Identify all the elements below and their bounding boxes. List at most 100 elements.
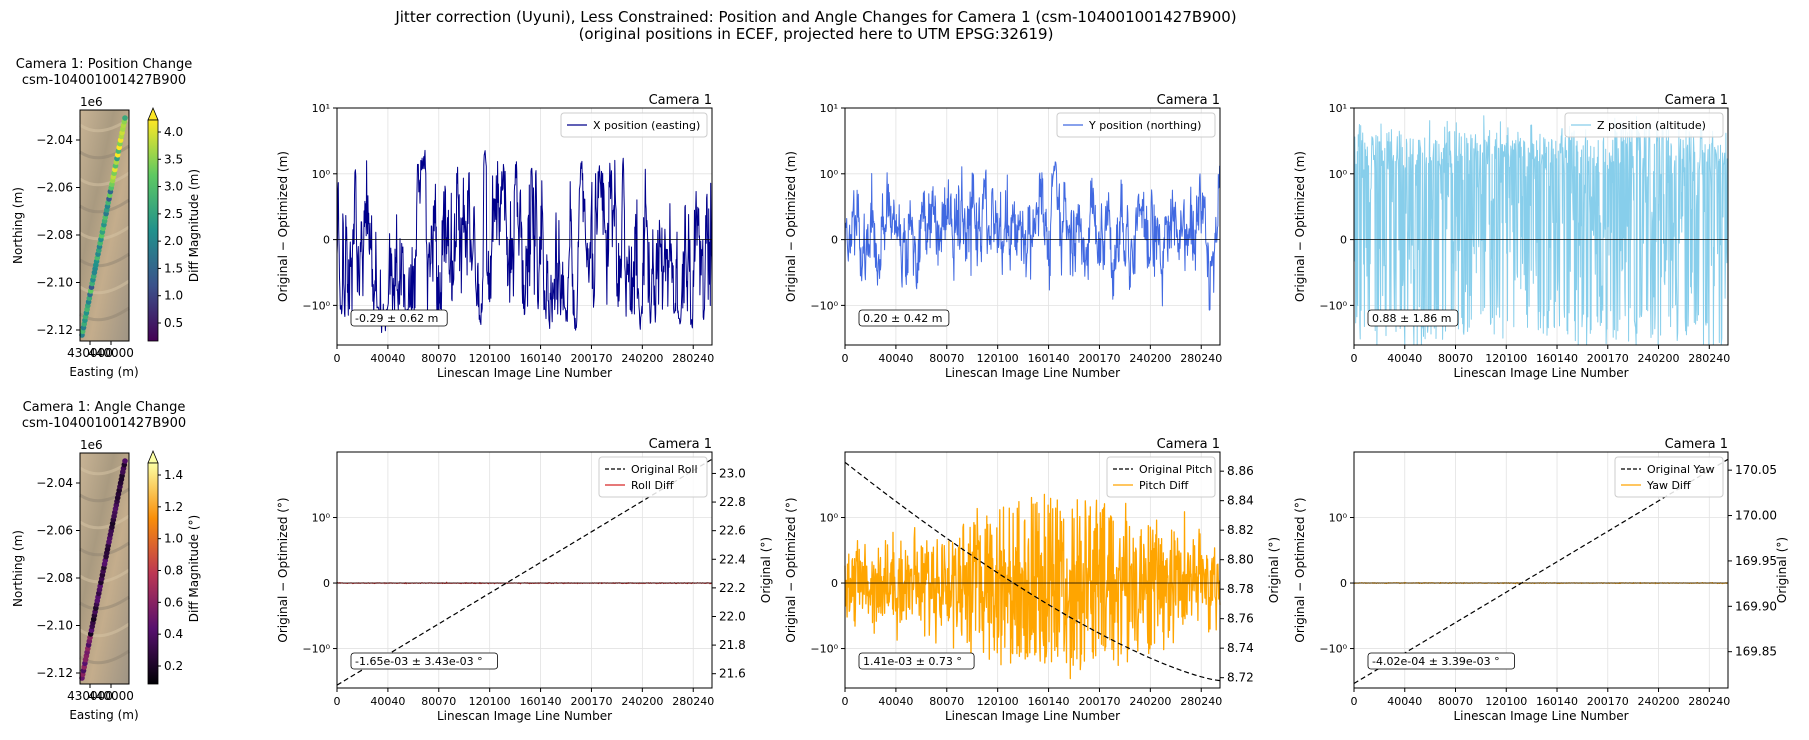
x-tick-label: 0 [1351, 352, 1358, 365]
colorbar-extend-arrow [147, 449, 159, 464]
y-tick-label: 10¹ [820, 102, 838, 115]
diff-series-line [844, 493, 1221, 680]
map-xlabel: Easting (m) [69, 365, 138, 379]
map-ytick-label: −2.12 [36, 323, 73, 337]
map-ylabel: Northing (m) [11, 530, 25, 607]
stat-box-text: 0.88 ± 1.86 m [1372, 312, 1451, 325]
map-ytick-label: −2.04 [36, 133, 73, 147]
chart-title: Camera 1 [1157, 93, 1220, 108]
x-axis-label: Linescan Image Line Number [945, 709, 1120, 723]
x-tick-label: 80070 [421, 352, 456, 365]
x-tick-label: 40040 [878, 695, 913, 708]
x-tick-label: 160140 [1028, 695, 1070, 708]
stat-box-frame [858, 652, 975, 670]
map-terrain-streak [79, 595, 130, 611]
diff-series-line [1353, 115, 1729, 346]
x-tick-label: 0 [334, 695, 341, 708]
legend-box [1106, 456, 1216, 498]
x-axis-label: Linescan Image Line Number [1453, 366, 1628, 380]
chart-panel: 0 40040 80070 120100 160140 200170 240200 28024… [1293, 437, 1789, 723]
x-tick-label: 40040 [370, 352, 405, 365]
legend: Original Pitch Pitch Diff [1106, 456, 1216, 498]
map-panels: Camera 1: Position Changecsm-10400100142… [11, 57, 201, 722]
map-terrain-streak [79, 487, 130, 503]
chart-panel: 0 40040 80070 120100 160140 200170 240200 28024… [784, 437, 1281, 723]
stat-box-frame [350, 652, 499, 670]
y-tick-label: −10⁰ [1319, 643, 1347, 656]
y-tick-label: 10⁰ [312, 168, 331, 181]
y2-tick-label: 8.74 [1227, 641, 1254, 655]
y-tick-label: 0 [1340, 577, 1347, 590]
map-xtick-label: 430000 [67, 346, 113, 360]
colorbar-tick-label: 2.0 [164, 234, 183, 248]
y2-tick-label: 8.80 [1227, 553, 1254, 567]
x-tick-label: 240200 [621, 695, 663, 708]
stat-box-frame [1367, 652, 1516, 670]
axes-frame [844, 451, 1221, 689]
map-xtick-label: 440000 [88, 689, 134, 703]
x-tick-label: 80070 [421, 695, 456, 708]
y-tick-label: −10⁰ [1319, 299, 1347, 312]
y2-axis-label: Original (°) [1775, 537, 1789, 603]
y-tick-label: 10¹ [1329, 102, 1347, 115]
x-tick-label: 160140 [520, 695, 562, 708]
legend-box [1056, 112, 1216, 138]
y2-axis-label: Original (°) [1267, 537, 1281, 603]
stat-box: -4.02e-04 ± 3.39e-03 ° [1367, 652, 1516, 670]
y2-tick-label: 8.76 [1227, 612, 1254, 626]
axes-frame [1353, 107, 1729, 346]
stat-box-text: 0.20 ± 0.42 m [863, 312, 942, 325]
x-tick-label: 200170 [570, 352, 612, 365]
x-tick-label: 40040 [370, 695, 405, 708]
x-tick-label: 0 [334, 352, 341, 365]
y2-tick-label: 170.00 [1735, 509, 1777, 523]
map-ytick-label: −2.10 [36, 276, 73, 290]
figure-title-line1: Jitter correction (Uyuni), Less Constrai… [394, 8, 1236, 26]
y-axis-label: Original − Optimized (m) [276, 151, 290, 302]
y-tick-label: 10⁰ [820, 168, 839, 181]
x-tick-label: 80070 [929, 352, 964, 365]
map-ytick-label: −2.10 [36, 619, 73, 633]
legend-label: Original Roll [631, 463, 698, 476]
colorbar-label: Diff Magnitude (°) [187, 515, 201, 622]
chart-panel: 0 40040 80070 120100 160140 200170 240200 28024… [1293, 93, 1730, 380]
x-tick-label: 0 [842, 352, 849, 365]
colorbar-tick-label: 1.5 [164, 261, 183, 275]
map-ytick-label: −2.04 [36, 476, 73, 490]
colorbar-tick-label: 0.5 [164, 316, 183, 330]
x-tick-label: 280240 [1688, 352, 1730, 365]
stat-box-frame [1367, 309, 1459, 327]
y-tick-label: 0 [831, 234, 838, 247]
legend-box [560, 112, 708, 138]
legend-label: Roll Diff [631, 479, 674, 492]
x-tick-label: 240200 [621, 352, 663, 365]
y-axis-label: Original − Optimized (m) [784, 151, 798, 302]
map-xtick-label: 430000 [67, 689, 113, 703]
axes-frame [844, 107, 1221, 346]
chart-panel: 0 40040 80070 120100 160140 200170 240200 28024… [276, 437, 773, 723]
y2-tick-label: 21.6 [719, 667, 746, 681]
legend: Z position (altitude) [1564, 112, 1724, 138]
y-tick-label: 0 [831, 577, 838, 590]
map-ytick-label: −2.06 [36, 181, 73, 195]
x-tick-label: 280240 [672, 695, 714, 708]
y-tick-label: −10⁰ [302, 299, 330, 312]
legend-box [1614, 456, 1724, 498]
legend-label: Y position (northing) [1088, 119, 1201, 132]
x-tick-label: 200170 [570, 695, 612, 708]
x-tick-label: 280240 [1180, 352, 1222, 365]
x-tick-label: 280240 [1688, 695, 1730, 708]
legend-label: X position (easting) [593, 119, 700, 132]
stat-box: 0.88 ± 1.86 m [1367, 309, 1459, 327]
chart-title: Camera 1 [649, 437, 712, 452]
x-tick-label: 200170 [1078, 352, 1120, 365]
x-tick-label: 120100 [977, 695, 1019, 708]
x-tick-label: 40040 [1387, 352, 1422, 365]
x-tick-label: 120100 [469, 695, 511, 708]
colorbar-tick-label: 3.0 [164, 180, 183, 194]
stat-box-text: 1.41e-03 ± 0.73 ° [863, 655, 962, 668]
map-subtitle: csm-104001001427B900 [22, 73, 186, 88]
stat-box-text: -4.02e-04 ± 3.39e-03 ° [1372, 655, 1500, 668]
chart-panel: 0 40040 80070 120100 160140 200170 240200 28024… [276, 93, 714, 380]
legend-label: Z position (altitude) [1597, 119, 1706, 132]
